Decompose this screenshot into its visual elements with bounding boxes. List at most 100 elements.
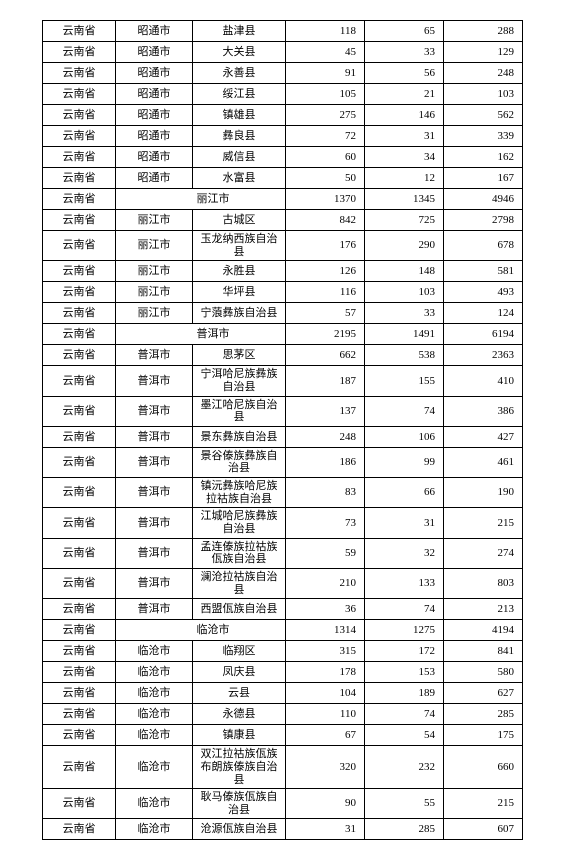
cell-v3: 660 — [444, 746, 523, 789]
cell-city: 临沧市 — [116, 819, 193, 840]
cell-city-label: 普洱市 — [193, 324, 286, 345]
table-row: 云南省丽江市137013454946 — [43, 189, 523, 210]
cell-v2: 32 — [365, 538, 444, 568]
table-row: 云南省丽江市永胜县126148581 — [43, 261, 523, 282]
cell-v2: 12 — [365, 168, 444, 189]
cell-province: 云南省 — [43, 426, 116, 447]
table-row: 云南省普洱市孟连傣族拉祜族佤族自治县5932274 — [43, 538, 523, 568]
cell-v1: 31 — [286, 819, 365, 840]
cell-v1: 36 — [286, 599, 365, 620]
cell-county: 古城区 — [193, 210, 286, 231]
cell-province: 云南省 — [43, 282, 116, 303]
cell-v2: 74 — [365, 704, 444, 725]
cell-v2: 33 — [365, 303, 444, 324]
cell-city: 丽江市 — [116, 282, 193, 303]
cell-province: 云南省 — [43, 147, 116, 168]
cell-county: 江城哈尼族彝族自治县 — [193, 508, 286, 538]
cell-county: 大关县 — [193, 42, 286, 63]
cell-v3: 103 — [444, 84, 523, 105]
cell-v3: 248 — [444, 63, 523, 84]
cell-v2: 31 — [365, 126, 444, 147]
cell-v2: 155 — [365, 366, 444, 396]
cell-county: 绥江县 — [193, 84, 286, 105]
cell-province: 云南省 — [43, 447, 116, 477]
cell-v1: 50 — [286, 168, 365, 189]
cell-county: 墨江哈尼族自治县 — [193, 396, 286, 426]
cell-county: 临翔区 — [193, 641, 286, 662]
cell-city: 昭通市 — [116, 168, 193, 189]
cell-county: 镇沅彝族哈尼族拉祜族自治县 — [193, 478, 286, 508]
table-row: 云南省昭通市威信县6034162 — [43, 147, 523, 168]
cell-v1: 662 — [286, 345, 365, 366]
cell-county: 双江拉祜族佤族布朗族傣族自治县 — [193, 746, 286, 789]
table-row: 云南省普洱市澜沧拉祜族自治县210133803 — [43, 568, 523, 598]
cell-v3: 6194 — [444, 324, 523, 345]
cell-v3: 427 — [444, 426, 523, 447]
cell-county: 水富县 — [193, 168, 286, 189]
cell-v2: 56 — [365, 63, 444, 84]
cell-v2: 146 — [365, 105, 444, 126]
cell-province: 云南省 — [43, 105, 116, 126]
cell-v2: 1275 — [365, 620, 444, 641]
cell-county: 永善县 — [193, 63, 286, 84]
table-row: 云南省普洱市219514916194 — [43, 324, 523, 345]
cell-v3: 4946 — [444, 189, 523, 210]
table-row: 云南省临沧市云县104189627 — [43, 683, 523, 704]
cell-city: 临沧市 — [116, 683, 193, 704]
cell-v2: 74 — [365, 396, 444, 426]
cell-county: 耿马傣族佤族自治县 — [193, 789, 286, 819]
cell-city: 普洱市 — [116, 599, 193, 620]
cell-city — [116, 324, 193, 345]
cell-v1: 73 — [286, 508, 365, 538]
cell-v1: 83 — [286, 478, 365, 508]
cell-city: 丽江市 — [116, 231, 193, 261]
table-row: 云南省普洱市思茅区6625382363 — [43, 345, 523, 366]
cell-v3: 841 — [444, 641, 523, 662]
cell-county: 宁蒗彝族自治县 — [193, 303, 286, 324]
cell-v1: 1314 — [286, 620, 365, 641]
table-row: 云南省临沧市凤庆县178153580 — [43, 662, 523, 683]
cell-v3: 129 — [444, 42, 523, 63]
cell-v1: 57 — [286, 303, 365, 324]
cell-v1: 275 — [286, 105, 365, 126]
cell-v2: 1345 — [365, 189, 444, 210]
cell-city: 临沧市 — [116, 662, 193, 683]
cell-province: 云南省 — [43, 345, 116, 366]
cell-city-label: 临沧市 — [193, 620, 286, 641]
cell-v2: 538 — [365, 345, 444, 366]
cell-city: 昭通市 — [116, 126, 193, 147]
cell-v1: 178 — [286, 662, 365, 683]
cell-v2: 153 — [365, 662, 444, 683]
cell-county: 盐津县 — [193, 21, 286, 42]
cell-city: 临沧市 — [116, 746, 193, 789]
cell-v3: 627 — [444, 683, 523, 704]
cell-v1: 72 — [286, 126, 365, 147]
cell-city: 普洱市 — [116, 508, 193, 538]
cell-v1: 45 — [286, 42, 365, 63]
cell-province: 云南省 — [43, 168, 116, 189]
cell-city: 普洱市 — [116, 396, 193, 426]
cell-v3: 2363 — [444, 345, 523, 366]
table-row: 云南省丽江市古城区8427252798 — [43, 210, 523, 231]
cell-v3: 2798 — [444, 210, 523, 231]
cell-county: 镇雄县 — [193, 105, 286, 126]
cell-county: 永胜县 — [193, 261, 286, 282]
cell-county: 西盟佤族自治县 — [193, 599, 286, 620]
cell-v1: 105 — [286, 84, 365, 105]
cell-city: 临沧市 — [116, 641, 193, 662]
cell-province: 云南省 — [43, 704, 116, 725]
cell-v1: 60 — [286, 147, 365, 168]
cell-province: 云南省 — [43, 508, 116, 538]
cell-county: 思茅区 — [193, 345, 286, 366]
cell-county: 彝良县 — [193, 126, 286, 147]
cell-province: 云南省 — [43, 568, 116, 598]
cell-city: 普洱市 — [116, 478, 193, 508]
table-row: 云南省临沧市临翔区315172841 — [43, 641, 523, 662]
cell-v2: 55 — [365, 789, 444, 819]
cell-v3: 339 — [444, 126, 523, 147]
cell-province: 云南省 — [43, 599, 116, 620]
cell-province: 云南省 — [43, 189, 116, 210]
cell-v2: 99 — [365, 447, 444, 477]
cell-county: 威信县 — [193, 147, 286, 168]
cell-province: 云南省 — [43, 396, 116, 426]
